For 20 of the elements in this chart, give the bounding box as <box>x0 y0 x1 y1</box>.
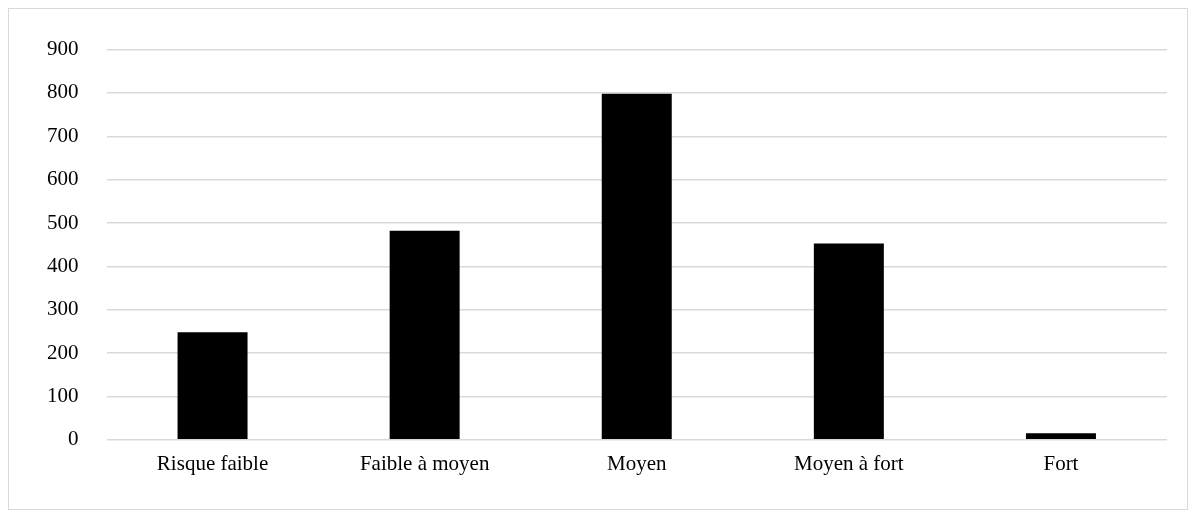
bar <box>813 243 884 440</box>
x-tick-label: Risque faible <box>156 450 269 475</box>
y-tick-label: 800 <box>47 79 79 104</box>
bar <box>389 230 460 440</box>
y-tick-label: 500 <box>47 209 79 234</box>
x-tick-label: Fort <box>1043 450 1079 475</box>
y-tick-label: 100 <box>47 382 79 407</box>
x-tick-label: Moyen à fort <box>794 450 904 475</box>
bar <box>177 332 248 440</box>
x-tick-label: Faible à moyen <box>359 450 490 475</box>
y-tick-label: 300 <box>47 296 79 321</box>
y-tick-label: 400 <box>47 252 79 277</box>
y-tick-label: 200 <box>47 339 79 364</box>
y-tick-label: 0 <box>68 426 79 451</box>
bar <box>601 93 672 440</box>
bar <box>1025 433 1096 440</box>
y-tick-label: 700 <box>47 122 79 147</box>
x-tick-label: Moyen <box>607 450 667 475</box>
y-tick-label: 600 <box>47 166 79 191</box>
y-tick-label: 900 <box>47 36 79 61</box>
